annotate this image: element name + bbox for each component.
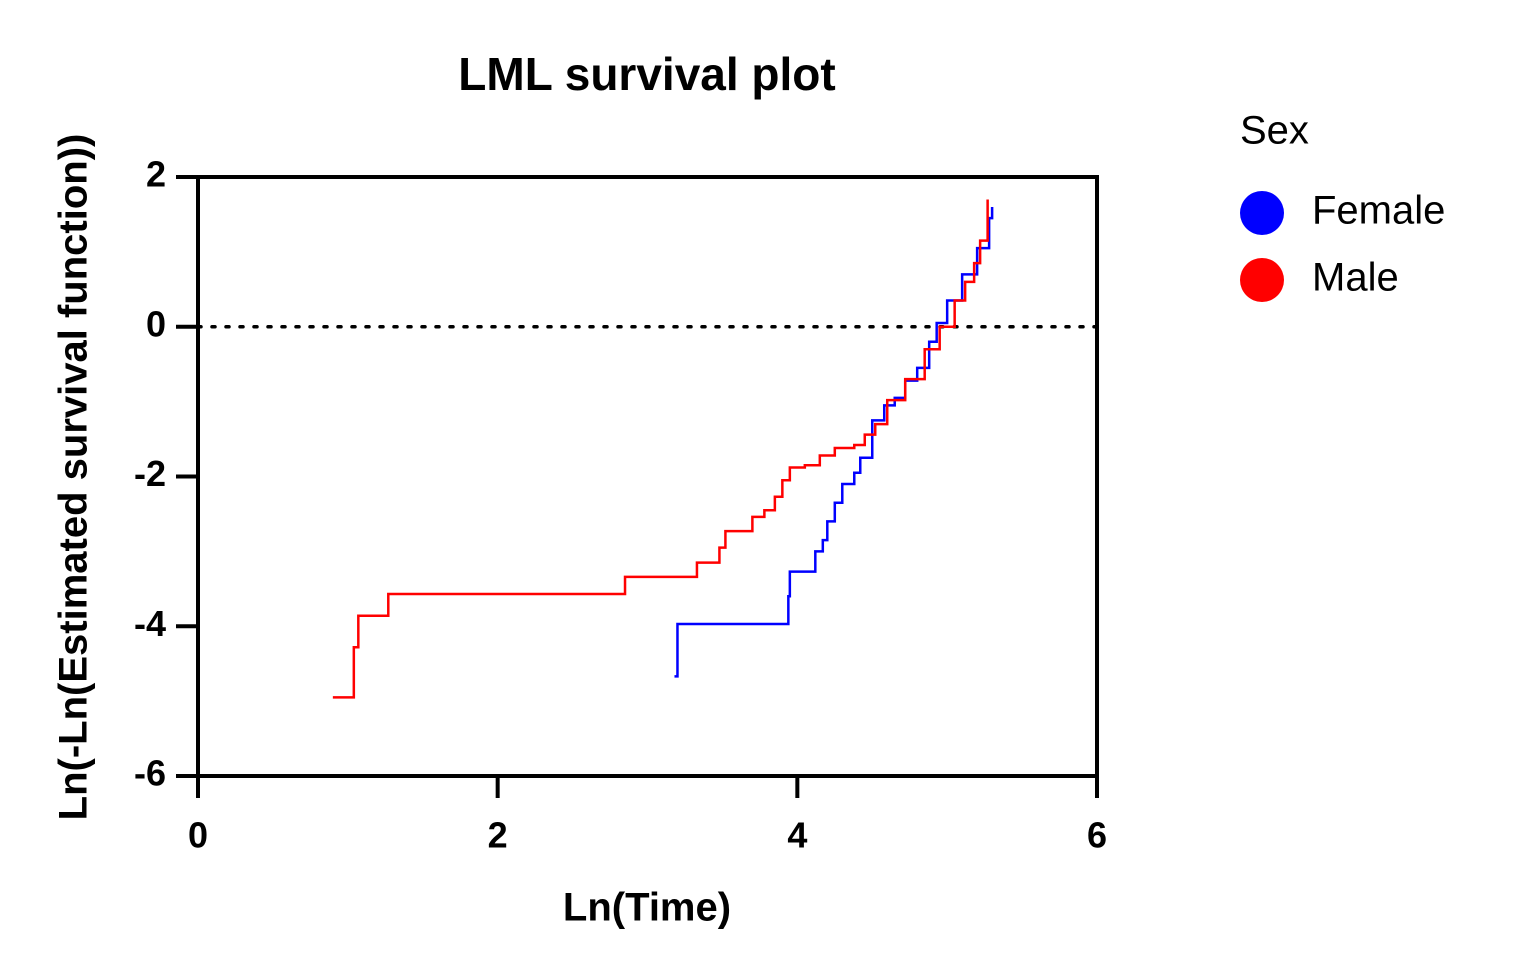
x-tick-label: 2: [488, 815, 508, 856]
legend-label: Male: [1312, 256, 1399, 300]
y-tick-label: -6: [134, 753, 166, 794]
x-tick-label: 4: [787, 815, 807, 856]
x-tick-label: 0: [188, 815, 208, 856]
y-axis-label: Ln(-Ln(Estimated survival function)): [52, 134, 96, 821]
chart-title: LML survival plot: [458, 48, 835, 100]
legend-marker: [1240, 191, 1284, 235]
survival-line: [332, 199, 989, 699]
y-tick-label: 2: [146, 154, 166, 195]
y-tick-label: -2: [134, 453, 166, 494]
survival-line: [674, 206, 994, 678]
plot-frame: [196, 175, 1099, 778]
legend-title: Sex: [1240, 109, 1309, 153]
y-tick-label: 0: [146, 303, 166, 344]
legend-label: Female: [1312, 189, 1445, 233]
y-tick-label: -4: [134, 603, 166, 644]
x-axis-label: Ln(Time): [563, 886, 731, 930]
legend-marker: [1240, 258, 1284, 302]
x-tick-label: 6: [1087, 815, 1107, 856]
